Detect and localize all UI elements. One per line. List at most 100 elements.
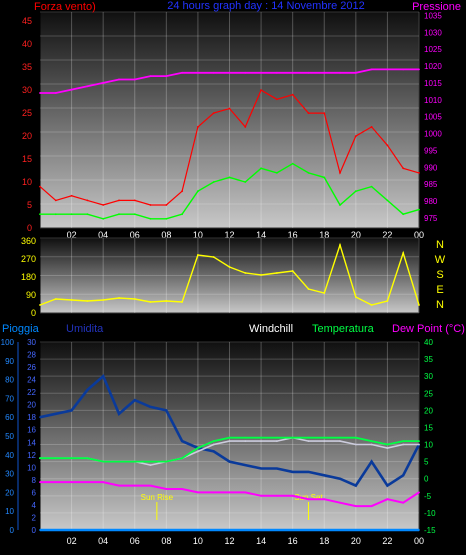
data-point [307,172,310,174]
data-point [244,440,247,442]
sun-annotation: Sun Rise [141,493,174,502]
y-left-tick-label: 25 [22,108,32,118]
data-point [228,176,231,179]
plot-area [39,341,420,531]
data-point [197,447,199,449]
data-point [291,71,294,74]
x-tick-label: 06 [130,230,140,240]
data-point [133,484,136,487]
data-point [212,491,215,494]
data-point [86,213,89,216]
y-tick-label: 360 [21,236,36,246]
data-point [402,252,405,254]
data-point [118,460,120,463]
data-point [228,107,231,110]
x-tick-label: 14 [256,230,266,240]
data-point [54,298,57,300]
compass-label: S [436,269,443,281]
data-point [165,409,168,412]
data-point [339,477,341,480]
data-point [402,167,405,170]
data-point [181,213,184,216]
data-point [149,217,152,220]
x-tick-label: 22 [382,230,392,240]
data-point [54,213,57,216]
data-point [370,304,373,306]
y-right-tick-label: -5 [424,492,432,501]
compass-label: N [436,239,444,251]
y-right-tick-label: 1025 [424,45,442,54]
data-point [276,172,278,174]
x-tick-label: 10 [193,230,203,240]
y-rain-tick-label: 60 [5,413,14,422]
compass-label: W [435,254,446,266]
data-point [291,270,294,272]
y-right-tick-label: -15 [424,526,436,535]
data-point [39,457,41,460]
y-humidity-tick-label: 8 [32,476,37,485]
y-humidity-tick-label: 2 [32,513,37,522]
y-left-tick-label: 5 [27,200,32,210]
data-point [39,92,41,94]
data-point [244,71,247,74]
data-point [70,409,73,412]
data-point [212,256,215,258]
data-point [370,440,373,442]
data-point [418,440,420,442]
data-point [323,474,326,477]
y-right-tick-label: 995 [424,146,438,155]
data-point [386,484,389,487]
x-tick-label: 02 [67,536,77,546]
data-point [181,457,184,460]
data-point [133,213,136,216]
data-point [339,501,341,504]
data-point [86,481,89,483]
x-tick-label: 16 [288,230,298,240]
data-point [323,112,326,114]
data-point [212,71,215,74]
data-point [212,443,215,446]
data-point [339,436,341,439]
data-point [39,185,41,188]
x-tick-label: 00 [414,536,424,546]
data-point [307,288,310,290]
data-point [39,529,41,531]
data-point [197,450,199,453]
data-point [102,299,105,301]
data-point [181,71,184,74]
y-left-tick-label: 15 [22,154,32,164]
y-tick-label: 180 [21,272,36,282]
y-right-tick-label: 975 [424,214,438,223]
data-point [354,505,357,507]
y-left-tick-label: 10 [22,177,32,187]
data-point [228,440,231,442]
data-point [133,298,136,300]
data-point [197,491,199,494]
data-point [339,172,341,174]
data-point [70,88,73,91]
data-point [212,181,215,183]
y-rain-tick-label: 10 [5,507,14,516]
left-axis-label: Forza vento) [34,1,96,13]
data-point [244,464,247,466]
data-point [244,126,247,128]
data-point [260,167,262,170]
data-point [244,181,247,183]
data-point [386,447,389,449]
data-point [212,450,215,453]
x-tick-label: 14 [256,536,266,546]
data-point [386,144,389,147]
data-point [39,213,41,216]
y-right-tick-label: 1020 [424,62,442,71]
data-point [402,440,405,442]
y-rain-tick-label: 40 [5,451,14,460]
data-point [370,505,373,507]
legend-label: Pioggia [2,323,40,335]
data-point [291,436,294,439]
y-right-tick-label: 30 [424,372,433,381]
y-humidity-tick-label: 6 [32,488,37,497]
y-right-tick-label: 1005 [424,113,442,122]
data-point [181,440,184,442]
y-right-tick-label: 40 [424,338,433,347]
